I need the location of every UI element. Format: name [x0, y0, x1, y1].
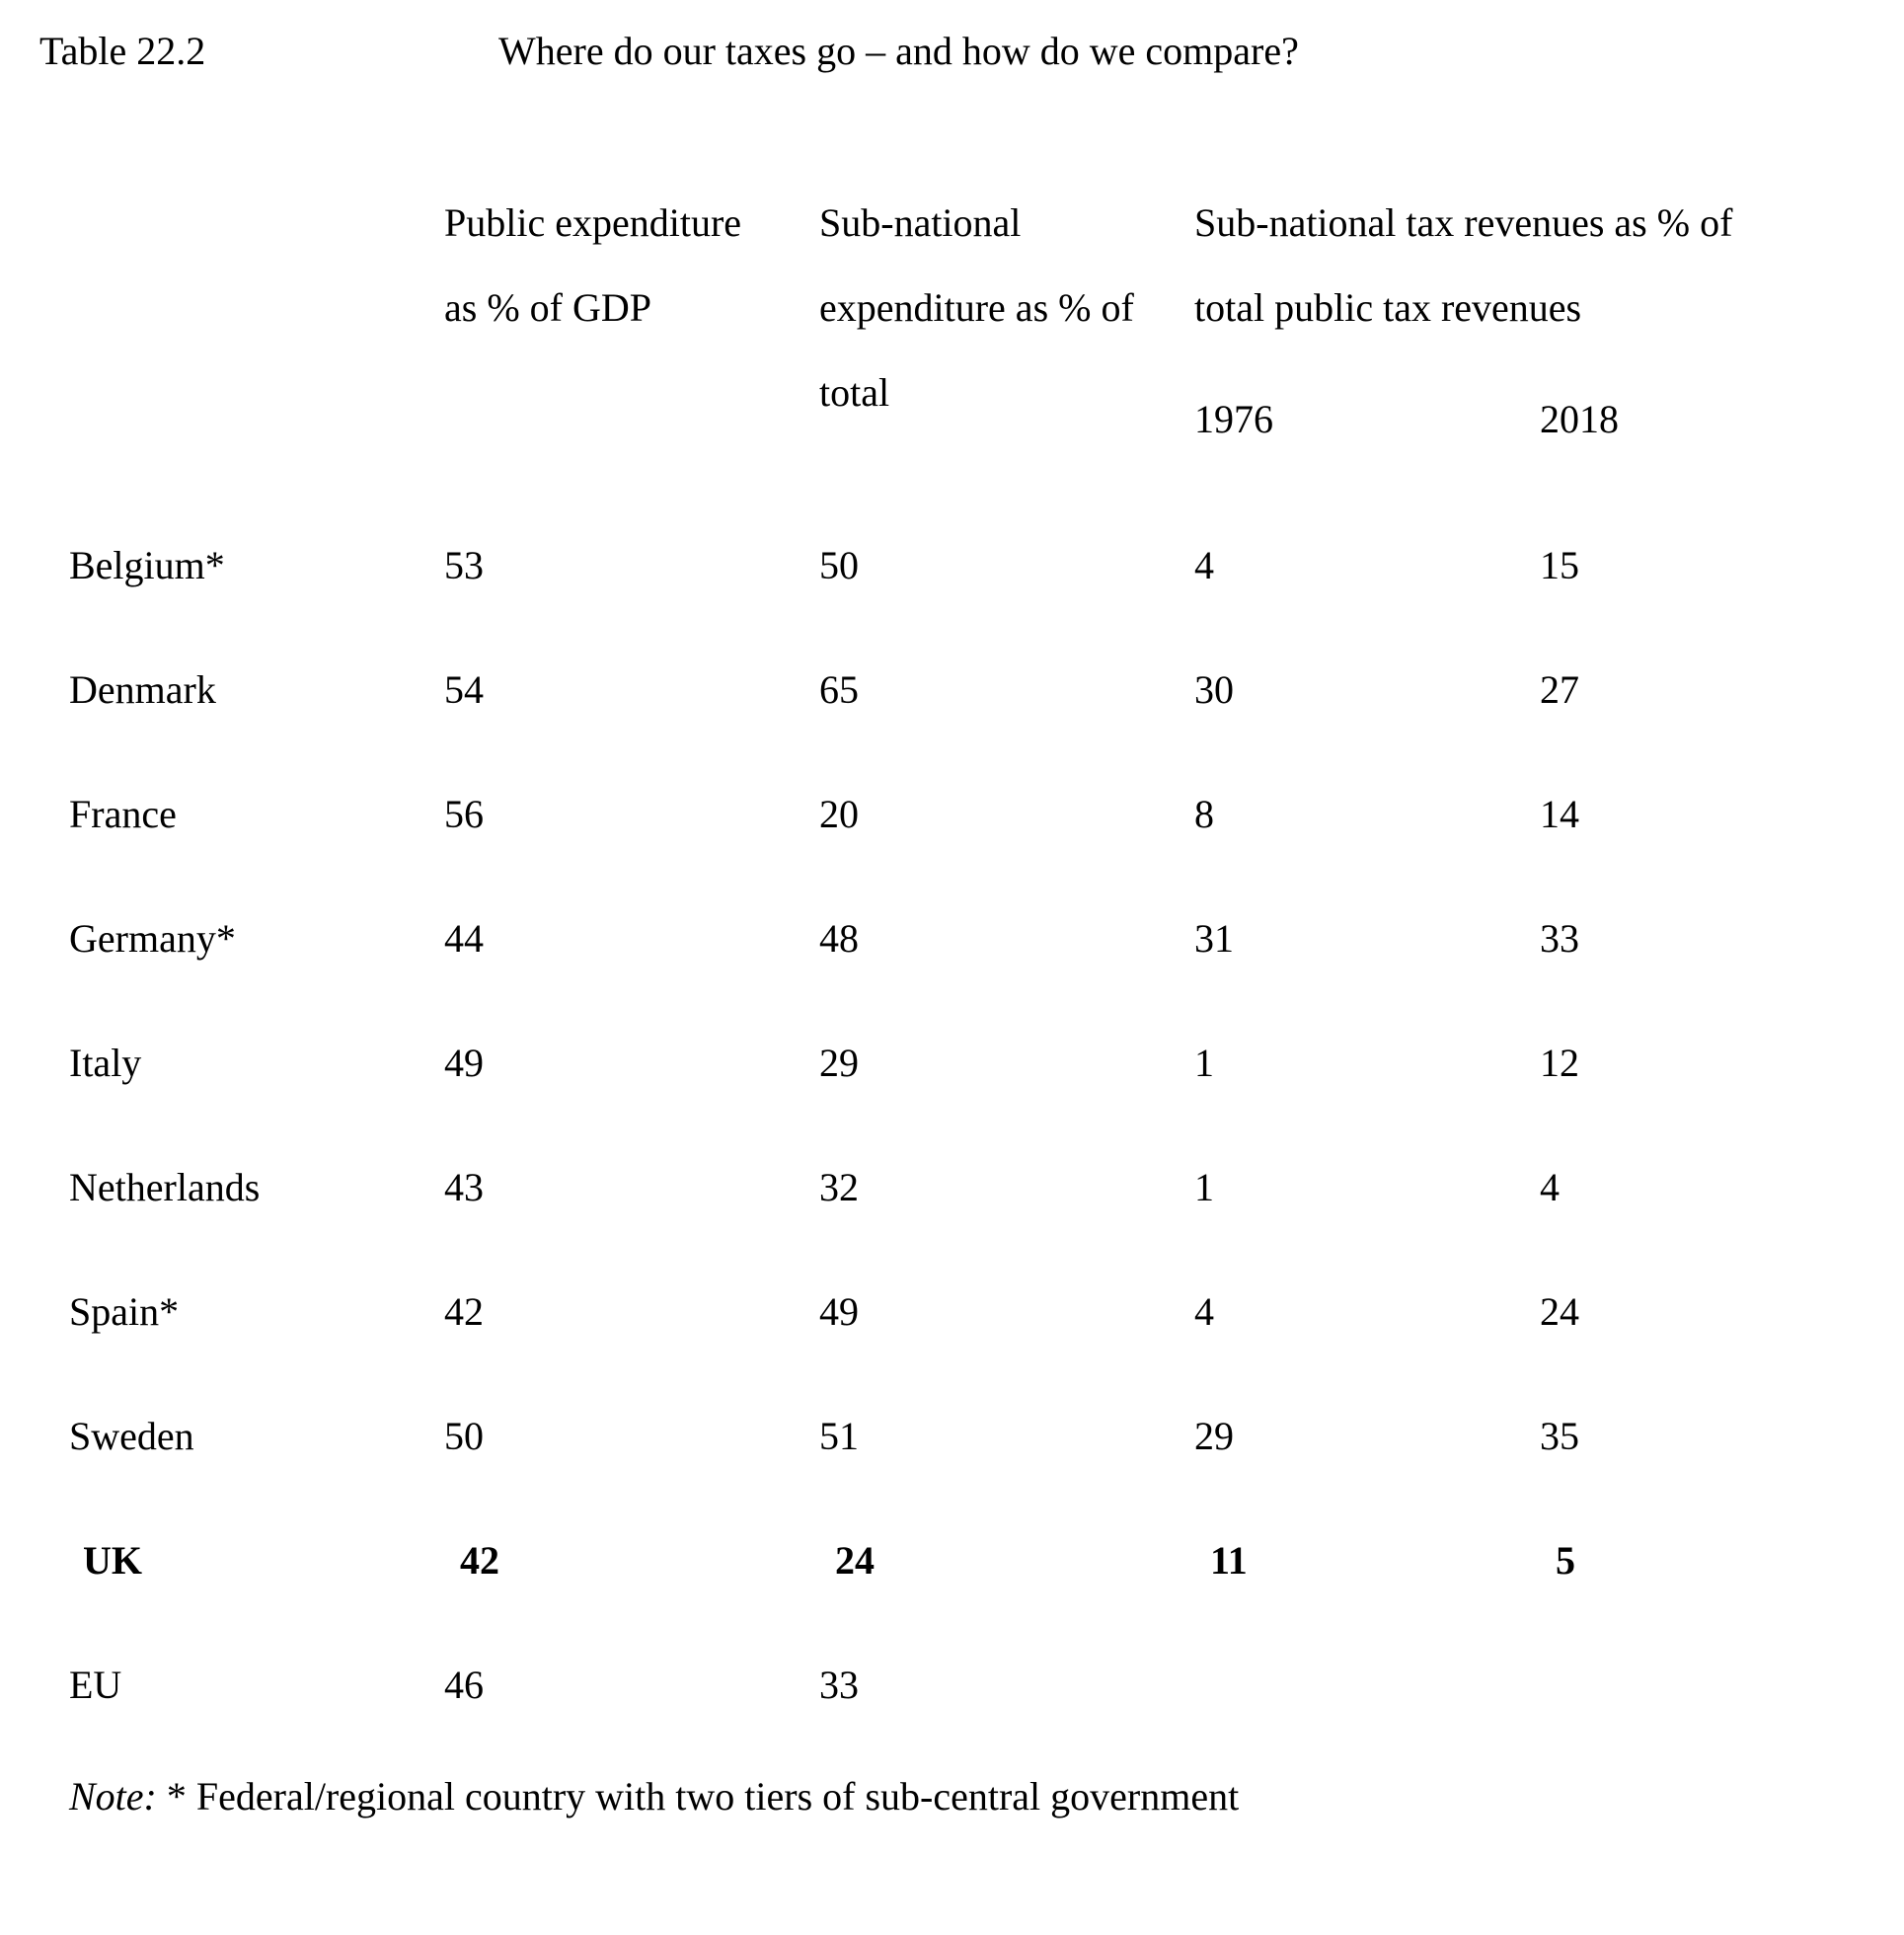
country-label: Italy: [69, 1041, 142, 1085]
table-row-eu: EU 46 33: [39, 1623, 1904, 1747]
country-label: Germany*: [69, 916, 236, 961]
table-row-belgium: Belgium* 53 50 4 15: [39, 503, 1904, 628]
cell-public-expenditure: 42: [460, 1538, 499, 1583]
cell-subnational-expenditure: 24: [835, 1538, 875, 1583]
country-label: EU: [69, 1663, 122, 1707]
table-caption: Table 22.2 Where do our taxes go – and h…: [39, 28, 1904, 74]
cell-public-expenditure: 42: [444, 1289, 484, 1334]
cell-public-expenditure: 50: [444, 1414, 484, 1458]
header-subnational-tax-title: Sub-national tax revenues as % of total …: [1194, 200, 1733, 330]
table-row-uk: UK 42 24 11 5: [39, 1499, 1904, 1623]
cell-tax-1976: 8: [1194, 792, 1214, 836]
cell-subnational-expenditure: 51: [819, 1414, 859, 1458]
table-row-sweden: Sweden 50 51 29 35: [39, 1374, 1904, 1499]
table-row-denmark: Denmark 54 65 30 27: [39, 628, 1904, 752]
cell-tax-2018: 27: [1540, 667, 1579, 712]
country-label: Belgium*: [69, 543, 225, 587]
table-body: Belgium* 53 50 4 15 Denmark 54 65 30 27 …: [39, 503, 1904, 1747]
footnote-label: Note:: [69, 1774, 157, 1819]
table-row-germany: Germany* 44 48 31 33: [39, 877, 1904, 1001]
header-year-subrow: 1976 2018: [1194, 396, 1866, 442]
cell-tax-2018: 12: [1540, 1041, 1579, 1085]
country-label: Sweden: [69, 1414, 194, 1458]
country-label: Spain*: [69, 1289, 180, 1334]
cell-subnational-expenditure: 65: [819, 667, 859, 712]
cell-tax-2018: 14: [1540, 792, 1579, 836]
cell-public-expenditure: 46: [444, 1663, 484, 1707]
cell-tax-1976: 4: [1194, 1289, 1214, 1334]
header-public-expenditure: Public expenditure as % of GDP: [444, 200, 742, 330]
header-year-1976: 1976: [1194, 397, 1273, 441]
cell-public-expenditure: 44: [444, 916, 484, 961]
cell-public-expenditure: 56: [444, 792, 484, 836]
country-label: UK: [83, 1538, 142, 1583]
cell-tax-1976: 30: [1194, 667, 1234, 712]
cell-tax-2018: 4: [1540, 1165, 1560, 1209]
table-footnote: Note: * Federal/regional country with tw…: [39, 1773, 1904, 1819]
cell-tax-1976: 1: [1194, 1041, 1214, 1085]
cell-tax-2018: 35: [1540, 1414, 1579, 1458]
cell-subnational-expenditure: 50: [819, 543, 859, 587]
cell-subnational-expenditure: 32: [819, 1165, 859, 1209]
cell-public-expenditure: 53: [444, 543, 484, 587]
header-subnational-tax-group: Sub-national tax revenues as % of total …: [1194, 181, 1866, 442]
table-row-france: France 56 20 8 14: [39, 752, 1904, 877]
country-label: France: [69, 792, 177, 836]
cell-public-expenditure: 54: [444, 667, 484, 712]
cell-tax-1976: 1: [1194, 1165, 1214, 1209]
cell-subnational-expenditure: 48: [819, 916, 859, 961]
table-title: Where do our taxes go – and how do we co…: [498, 29, 1299, 73]
cell-tax-2018: 33: [1540, 916, 1579, 961]
cell-tax-2018: 15: [1540, 543, 1579, 587]
cell-public-expenditure: 43: [444, 1165, 484, 1209]
table-row-spain: Spain* 42 49 4 24: [39, 1250, 1904, 1374]
table-row-netherlands: Netherlands 43 32 1 4: [39, 1125, 1904, 1250]
cell-tax-2018: 5: [1556, 1538, 1575, 1583]
cell-tax-2018: 24: [1540, 1289, 1579, 1334]
cell-tax-1976: 29: [1194, 1414, 1234, 1458]
country-label: Denmark: [69, 667, 216, 712]
header-year-2018: 2018: [1540, 397, 1619, 441]
cell-subnational-expenditure: 20: [819, 792, 859, 836]
footnote-text: * Federal/regional country with two tier…: [156, 1774, 1240, 1819]
table-row-italy: Italy 49 29 1 12: [39, 1001, 1904, 1125]
cell-public-expenditure: 49: [444, 1041, 484, 1085]
table-header-row: Public expenditure as % of GDP Sub-natio…: [39, 181, 1904, 442]
cell-tax-1976: 11: [1210, 1538, 1248, 1583]
country-label: Netherlands: [69, 1165, 261, 1209]
table-number-label: Table 22.2: [39, 29, 206, 73]
cell-subnational-expenditure: 49: [819, 1289, 859, 1334]
cell-tax-1976: 31: [1194, 916, 1234, 961]
cell-subnational-expenditure: 29: [819, 1041, 859, 1085]
header-subnational-expenditure: Sub-national expenditure as % of total: [819, 200, 1134, 415]
cell-subnational-expenditure: 33: [819, 1663, 859, 1707]
cell-tax-1976: 4: [1194, 543, 1214, 587]
